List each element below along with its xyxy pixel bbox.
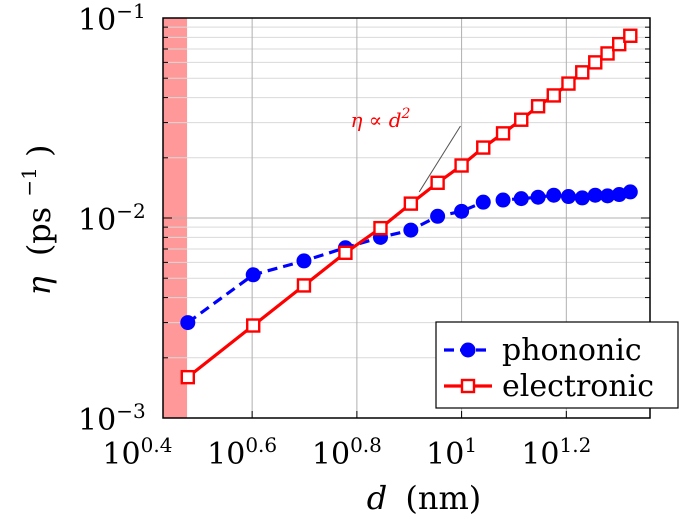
- y-axis-unit-sup: −1: [17, 167, 41, 196]
- data-point-phononic: [403, 222, 419, 238]
- data-point-electronic: [600, 46, 615, 61]
- legend-label-phononic: phononic: [502, 333, 642, 368]
- x-tick-base: 10: [426, 437, 464, 472]
- data-point-electronic: [476, 140, 491, 155]
- x-tick-exponent: 0.6: [245, 433, 277, 457]
- data-point-electronic: [180, 369, 196, 385]
- y-tick-base: 10: [78, 203, 116, 238]
- y-tick-exponent: −3: [116, 399, 145, 423]
- data-point-phononic: [513, 191, 529, 207]
- data-point-phononic: [587, 187, 603, 203]
- legend-box: [435, 321, 679, 409]
- x-tick-label: 100.6: [207, 433, 277, 472]
- data-point-phononic: [454, 203, 470, 219]
- data-point-electronic: [430, 175, 445, 190]
- y-axis-label: η (ps −1 ): [6, 144, 58, 295]
- y-tick-exponent: −2: [116, 199, 145, 223]
- x-tick-label: 101.2: [521, 433, 591, 472]
- data-point-phononic: [530, 189, 546, 205]
- data-point-phononic: [560, 189, 576, 205]
- data-point-electronic: [338, 245, 353, 260]
- x-tick-label: 100.8: [312, 433, 382, 472]
- x-tick-exponent: 1.2: [560, 433, 592, 457]
- y-tick-label: 10−3: [78, 399, 146, 438]
- annotation-text: η ∝ d: [350, 108, 401, 132]
- legend-marker-electronic: [460, 378, 476, 394]
- data-point-electronic: [495, 126, 511, 141]
- data-point-electronic: [530, 99, 546, 114]
- x-tick-label: 101: [426, 433, 477, 472]
- x-tick-label: 100.4: [102, 433, 172, 472]
- data-point-phononic: [475, 194, 491, 210]
- data-point-electronic: [612, 36, 627, 52]
- y-axis-symbol: η: [20, 276, 58, 295]
- data-point-phononic: [600, 188, 616, 204]
- legend-entry-phononic: phononic: [444, 333, 642, 368]
- data-point-phononic: [180, 315, 196, 331]
- data-point-electronic: [514, 112, 529, 127]
- x-tick-exponent: 0.8: [350, 433, 382, 457]
- y-tick-label: 10−2: [78, 199, 146, 238]
- data-point-phononic: [495, 192, 511, 208]
- data-point-electronic: [623, 28, 638, 43]
- x-tick-base: 10: [102, 437, 140, 472]
- x-tick-exponent: 0.4: [141, 433, 173, 457]
- legend-entry-electronic: electronic: [444, 369, 654, 404]
- data-point-electronic: [454, 158, 469, 173]
- y-axis-unit-close: ): [20, 144, 58, 156]
- series-electronic: [180, 28, 638, 385]
- y-tick-exponent: −1: [116, 0, 145, 23]
- y-tick-label: 10−1: [78, 0, 146, 38]
- data-point-electronic: [246, 318, 261, 333]
- x-tick-exponent: 1: [464, 433, 477, 457]
- legend-marker-phononic: [460, 342, 476, 358]
- data-point-phononic: [245, 267, 261, 283]
- grid: [163, 18, 650, 419]
- y-tick-base: 10: [78, 3, 116, 38]
- annotation-label: η ∝ d2: [350, 106, 410, 132]
- legend-label-electronic: electronic: [502, 369, 654, 404]
- y-axis-unit: (ps: [20, 207, 58, 256]
- x-tick-base: 10: [312, 437, 350, 472]
- x-axis-symbol: d: [367, 479, 387, 517]
- data-point-electronic: [296, 278, 312, 293]
- data-point-electronic: [588, 55, 603, 70]
- x-tick-base: 10: [521, 437, 559, 472]
- data-point-electronic: [575, 65, 590, 80]
- data-point-electronic: [546, 88, 561, 103]
- data-point-phononic: [546, 187, 562, 203]
- data-point-phononic: [574, 190, 590, 206]
- data-point-phononic: [296, 253, 312, 269]
- y-tick-base: 10: [78, 403, 116, 438]
- annotation-pointer: [418, 125, 461, 193]
- data-point-electronic: [403, 196, 419, 211]
- data-point-phononic: [430, 208, 446, 224]
- data-point-phononic: [622, 184, 638, 200]
- x-axis-unit: (nm): [405, 479, 481, 517]
- x-tick-base: 10: [207, 437, 245, 472]
- data-point-electronic: [561, 76, 576, 91]
- annotation-exponent: 2: [401, 106, 411, 122]
- data-point-electronic: [373, 220, 388, 236]
- x-axis-label: d (nm): [367, 479, 482, 517]
